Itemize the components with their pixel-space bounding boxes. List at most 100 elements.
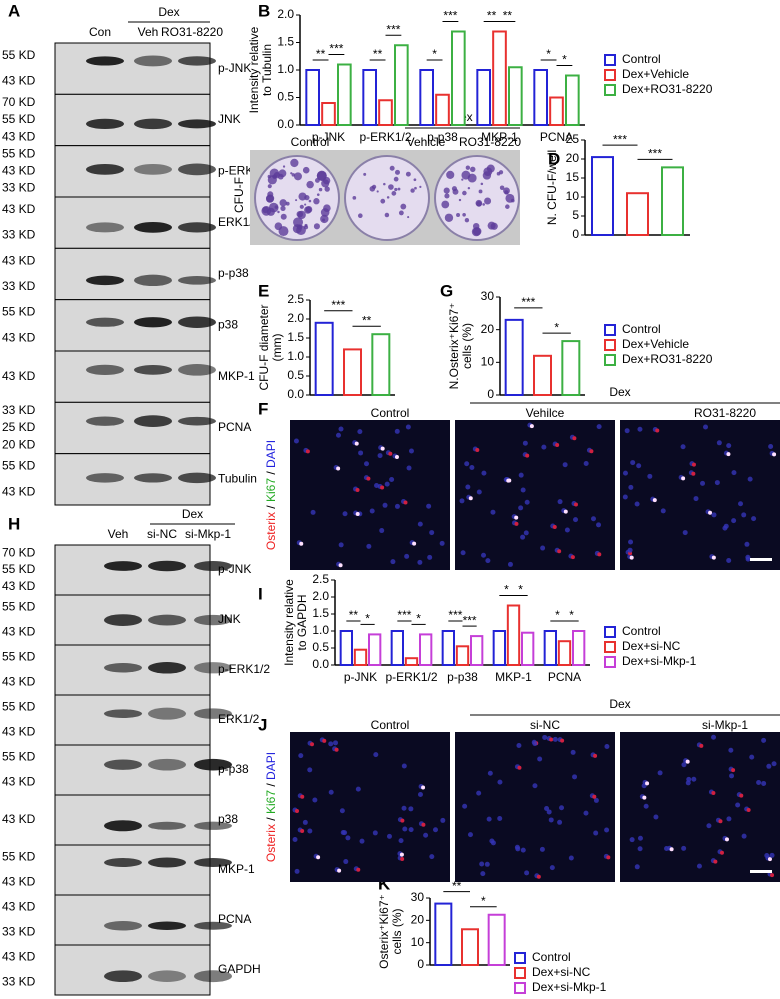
colony (313, 223, 320, 230)
nucleus (726, 557, 732, 563)
marker-label: 43 KD (2, 900, 36, 914)
nucleus (741, 512, 747, 518)
y-axis-label: Intensity relative (247, 26, 261, 113)
bar (419, 633, 433, 667)
y-tick-label: 2.5 (312, 572, 329, 586)
marker-label: 70 KD (2, 95, 36, 109)
colony (394, 169, 400, 175)
nucleus (398, 838, 404, 844)
x-tick-label: p-p38 (447, 670, 478, 684)
blot-band (148, 821, 186, 830)
blot-band (148, 758, 186, 771)
y-tick-label: 2.0 (312, 589, 329, 603)
blot-band (178, 222, 216, 233)
cell (380, 485, 385, 490)
colony (285, 201, 290, 206)
nucleus (764, 853, 770, 859)
legend-swatch (604, 641, 616, 653)
cell (316, 855, 321, 860)
marker-label: 20 KD (2, 437, 36, 451)
cell (529, 424, 534, 429)
y-tick-label: 20 (411, 913, 425, 927)
bar (394, 44, 409, 126)
marker-label: 43 KD (2, 775, 36, 789)
nucleus (731, 518, 737, 524)
colony (444, 213, 454, 222)
blot-band (134, 222, 172, 233)
bar (441, 630, 455, 666)
protein-label: MKP-1 (218, 369, 255, 383)
sig-label: ** (452, 879, 462, 893)
blot-band (194, 708, 232, 719)
nucleus (761, 780, 767, 786)
legend-label: Dex+Vehicle (622, 337, 689, 351)
cell (336, 466, 341, 471)
x-tick-label: p-JNK (344, 670, 377, 684)
blot-band (134, 365, 172, 375)
blot-band (148, 662, 186, 674)
colony (316, 171, 327, 181)
y-tick-label: 2.0 (277, 7, 294, 21)
cell (691, 462, 696, 467)
nucleus (682, 530, 688, 536)
bar (504, 318, 524, 396)
panel-label: D (548, 149, 560, 168)
bar (404, 657, 419, 667)
x-tick-label: p-ERK1/2 (359, 130, 411, 144)
nucleus (312, 797, 318, 803)
nucleus (408, 827, 414, 833)
bar (368, 633, 382, 667)
blot-strip (54, 894, 211, 946)
nucleus (769, 852, 775, 858)
y-tick-label: 0 (417, 957, 424, 971)
cell (355, 488, 360, 493)
nucleus (731, 470, 737, 476)
colony (308, 199, 312, 203)
bar (470, 635, 484, 666)
y-tick-label: 2.0 (287, 311, 304, 325)
nucleus (711, 512, 717, 518)
nucleus (681, 762, 687, 768)
y-axis-label: Intensity relative (282, 579, 296, 666)
nucleus (481, 552, 487, 558)
sig-label: *** (329, 42, 343, 56)
nucleus (532, 741, 538, 747)
stain-part: DAPI (264, 752, 278, 780)
nucleus (427, 554, 433, 560)
colony (478, 189, 483, 194)
nucleus (744, 541, 750, 547)
protein-label: p-p38 (218, 762, 249, 776)
nucleus (564, 527, 570, 533)
blot-band (178, 416, 216, 426)
colony (320, 208, 330, 217)
nucleus (307, 828, 313, 834)
y-tick-label: 1.5 (277, 35, 294, 49)
protein-label: p-JNK (218, 61, 251, 75)
colony (467, 186, 471, 190)
sig-label: ** (316, 47, 326, 61)
nucleus (696, 863, 702, 869)
nucleus (485, 558, 491, 564)
blot-band (104, 709, 142, 718)
colony (316, 193, 320, 196)
blot-band (104, 759, 142, 770)
blot-strip (54, 196, 211, 249)
nucleus (357, 429, 363, 435)
nucleus (310, 509, 316, 515)
protein-label: ERK1/2 (218, 215, 260, 229)
colony (305, 206, 313, 213)
blot-band (178, 472, 216, 484)
legend-swatch (604, 339, 616, 351)
blot-band (86, 164, 124, 175)
bar (314, 321, 334, 396)
cell (642, 795, 647, 800)
blot-band (134, 317, 172, 328)
sig-label: ** (373, 47, 383, 61)
sig-label: * (432, 47, 437, 61)
nucleus (355, 786, 361, 792)
panel-label: F (258, 399, 268, 418)
colony (446, 170, 455, 179)
protein-label: p38 (218, 318, 238, 332)
colony (400, 203, 407, 210)
colony (383, 182, 386, 186)
